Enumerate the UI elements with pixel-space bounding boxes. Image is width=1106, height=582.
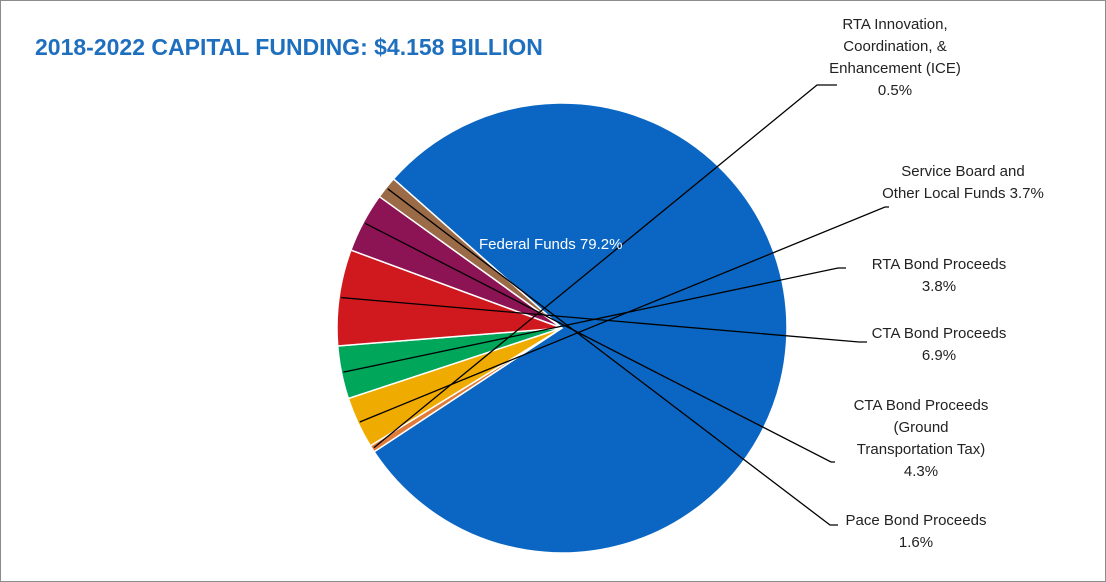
- slice-label: CTA Bond Proceeds (Ground Transportation T…: [854, 397, 989, 480]
- slice-label-line: RTA Bond Proceeds: [872, 256, 1007, 273]
- leader-line: [387, 188, 838, 526]
- slice-label-line: 4.3%: [904, 463, 938, 480]
- slice-label-line: Transportation Tax): [857, 441, 985, 458]
- leader-line: [359, 206, 889, 423]
- slice-label-line: RTA Innovation,: [842, 16, 947, 33]
- slice-label-line: Enhancement (ICE): [829, 60, 961, 77]
- slice-label: RTA Bond Proceeds 3.8%: [872, 256, 1007, 295]
- leader-line: [343, 267, 846, 373]
- slice-label-line: 1.6%: [899, 534, 933, 551]
- slice-label-line: (Ground: [893, 419, 948, 436]
- slice-label-line: 6.9%: [922, 347, 956, 364]
- slice-label-line: 3.8%: [922, 278, 956, 295]
- slice-label: CTA Bond Proceeds 6.9%: [872, 325, 1007, 364]
- leader-line: [373, 84, 837, 449]
- slice-label-line: Other Local Funds 3.7%: [882, 185, 1044, 202]
- leader-line: [341, 296, 867, 343]
- slice-label-line: Service Board and: [901, 163, 1024, 180]
- pie-slice-federal-funds: [373, 102, 788, 554]
- slice-label-line: CTA Bond Proceeds: [872, 325, 1007, 342]
- slice-label: RTA Innovation, Coordination, & Enhancemen…: [829, 16, 961, 99]
- slice-label: Federal Funds 79.2%: [479, 236, 622, 253]
- chart-title: 2018-2022 CAPITAL FUNDING: $4.158 BILLIO…: [35, 34, 543, 60]
- slice-label: Pace Bond Proceeds 1.6%: [846, 512, 987, 551]
- slice-label: Service Board and Other Local Funds 3.7%: [882, 163, 1044, 202]
- leader-line: [364, 222, 835, 463]
- slice-label-line: Pace Bond Proceeds: [846, 512, 987, 529]
- slice-label-line: Federal Funds 79.2%: [479, 236, 622, 253]
- slice-label-line: 0.5%: [878, 82, 912, 99]
- pie-slice-pace-bond-proceeds: [378, 177, 563, 329]
- slice-label-line: CTA Bond Proceeds: [854, 397, 989, 414]
- slice-label-line: Coordination, &: [843, 38, 946, 55]
